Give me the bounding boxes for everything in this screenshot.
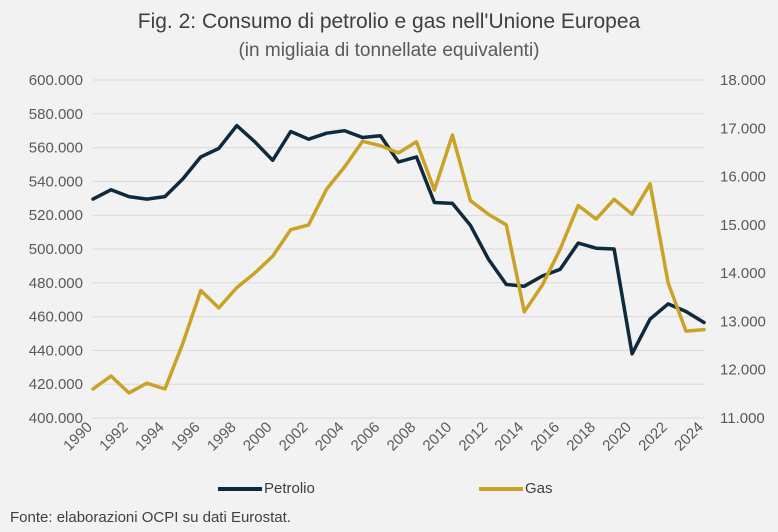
x-axis-tick-label: 1994 (132, 419, 168, 455)
left-axis-tick-label: 520.000 (29, 207, 83, 224)
right-axis-tick-label: 14.000 (720, 265, 766, 282)
right-axis-tick-label: 15.000 (720, 217, 766, 234)
series-line-gas (91, 133, 706, 395)
left-axis-tick-label: 560.000 (29, 140, 83, 157)
legend-item-petrolio: Petrolio (218, 480, 315, 497)
x-axis-tick-label: 2024 (671, 419, 707, 455)
legend-label-petrolio: Petrolio (264, 480, 315, 497)
x-axis-tick-label: 1998 (204, 419, 240, 455)
left-axis-tick-label: 420.000 (29, 376, 83, 393)
x-axis-ticks: 1990 1992 1994 1996 1998 2000 2002 2004 2006 2008… (60, 419, 707, 455)
x-axis-tick-label: 2018 (563, 419, 599, 455)
x-axis-tick-label: 2000 (240, 419, 276, 455)
right-axis-tick-label: 17.000 (720, 120, 766, 137)
legend-swatch-petrolio (218, 487, 262, 492)
chart-subtitle: (in migliaia di tonnellate equivalenti) (238, 40, 540, 61)
left-axis-tick-label: 400.000 (29, 410, 83, 427)
x-axis-tick-label: 2020 (599, 419, 635, 455)
series-lines (91, 123, 706, 395)
x-axis-tick-label: 2004 (312, 419, 348, 455)
left-axis-tick-label: 460.000 (29, 309, 83, 326)
legend-swatch-gas (479, 487, 523, 492)
legend-label-gas: Gas (525, 480, 553, 497)
x-axis-tick-label: 2022 (635, 419, 671, 455)
right-axis-tick-label: 12.000 (720, 362, 766, 379)
left-axis-ticks: 400.000 420.000 440.000 460.000 480.000 500.0… (29, 72, 83, 427)
legend-item-gas: Gas (479, 480, 553, 497)
source-note: Fonte: elaborazioni OCPI su dati Eurosta… (10, 509, 291, 526)
left-axis-tick-label: 540.000 (29, 173, 83, 190)
x-axis-tick-label: 2012 (456, 419, 492, 455)
x-axis-tick-label: 2008 (384, 419, 420, 455)
x-axis-tick-label: 1992 (96, 419, 132, 455)
grid-lines (93, 79, 704, 419)
x-axis-tick-label: 2016 (527, 419, 563, 455)
x-axis-tick-label: 2010 (420, 419, 456, 455)
left-axis-tick-label: 600.000 (29, 72, 83, 89)
x-axis-tick-label: 2014 (492, 419, 528, 455)
left-axis-tick-label: 500.000 (29, 241, 83, 258)
left-axis-tick-label: 440.000 (29, 342, 83, 359)
left-axis-tick-label: 480.000 (29, 275, 83, 292)
x-axis-tick-label: 2002 (276, 419, 312, 455)
right-axis-tick-label: 18.000 (720, 72, 766, 89)
chart-title: Fig. 2: Consumo di petrolio e gas nell'U… (137, 10, 641, 33)
x-axis-tick-label: 2006 (348, 419, 384, 455)
left-axis-tick-label: 580.000 (29, 106, 83, 123)
right-axis-tick-label: 11.000 (720, 410, 765, 427)
right-axis-tick-label: 16.000 (720, 169, 766, 186)
series-line-petrolio (91, 123, 706, 356)
line-chart: 400.000 420.000 440.000 460.000 480.000 500.0… (29, 72, 766, 455)
right-axis-ticks: 11.000 12.000 13.000 14.000 15.000 16.000 17.0… (720, 72, 766, 427)
right-axis-tick-label: 13.000 (720, 313, 766, 330)
x-axis-tick-label: 1996 (168, 419, 204, 455)
